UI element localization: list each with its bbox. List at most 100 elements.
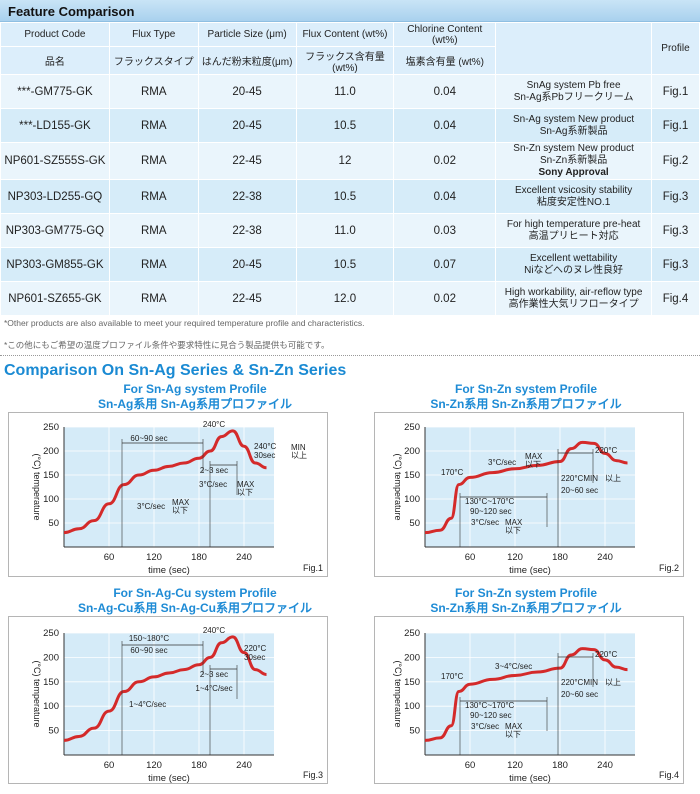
cell-profile: Fig.3 <box>650 247 700 282</box>
application-line: Excellent vsicosity stability <box>514 184 633 196</box>
cell-size: 20-45 <box>197 247 297 282</box>
x-tick-label: 180 <box>191 552 207 563</box>
x-tick-label: 180 <box>552 760 568 771</box>
x-tick-label: 240 <box>236 760 252 771</box>
application-line: Sn-Ag系Pbフリークリーム <box>513 91 634 103</box>
col-header-jp: 品名 <box>0 46 110 75</box>
chart-annotation: MAX <box>525 452 543 461</box>
cell-profile: Fig.3 <box>650 213 700 248</box>
header-title: Feature Comparison <box>8 4 135 19</box>
profile-chart-3: 50 100 150 200 250 60 120 180 240 time (sec) (°C) … <box>32 626 323 784</box>
cell-application: Excellent vsicosity stability 粘度安定性NO.1 <box>495 179 652 214</box>
chart-annotation: 1~4°C/sec <box>195 684 232 693</box>
chart-title-1: For Sn-Ag system Profile Sn-Ag系用 Sn-Ag系用… <box>98 382 292 411</box>
table-row: NP303-GM855-GK RMA 20-45 10.5 0.07 Excellent … <box>0 247 700 282</box>
col-header-jp: 塩素含有量 (wt%) <box>393 46 497 75</box>
chart-title-4: For Sn-Zn system Profile Sn-Zn系用 Sn-Zn系用… <box>430 586 622 615</box>
y-tick-label: 100 <box>404 494 420 505</box>
cell-size: 20-45 <box>197 108 297 143</box>
chart-annotation: 以上 <box>605 678 621 687</box>
cell-application: Sn-Ag system New product Sn-Ag系新製品 <box>495 108 652 143</box>
cell-code: NP303-LD255-GQ <box>0 179 110 214</box>
col-header: Flux Type <box>108 22 199 47</box>
chart-panel-4: 50 100 150 200 250 60 120 180 240 time (sec) (°C) … <box>374 616 684 784</box>
profile-curve <box>63 429 267 535</box>
chart-panel-3: 50 100 150 200 250 60 120 180 240 time (sec) (°C) … <box>8 616 328 784</box>
cell-content: 12 <box>295 142 395 180</box>
table-row: NP601-SZ655-GK RMA 22-45 12.0 0.02 High worka… <box>0 281 700 316</box>
col-header <box>495 22 652 75</box>
figure-label: Fig.4 <box>659 770 679 780</box>
chart-annotation: 150~180°C <box>129 634 170 643</box>
chart-annotation: 170°C <box>441 672 464 681</box>
cell-profile: Fig.3 <box>650 179 700 214</box>
col-header: Chlorine Content (wt%) <box>393 22 497 47</box>
application-line: SnAg system Pb free <box>526 79 621 91</box>
profile-chart-2: 50 100 150 200 250 60 120 180 240 time (sec) (°C) … <box>393 422 679 576</box>
cell-flux: RMA <box>108 74 199 109</box>
application-line: Sony Approval <box>538 167 609 178</box>
chart-annotation: 240°C <box>254 442 277 451</box>
x-tick-label: 60 <box>104 552 115 563</box>
y-tick-label: 200 <box>43 652 59 663</box>
y-tick-label: 100 <box>43 494 59 505</box>
x-tick-label: 60 <box>104 760 115 771</box>
chart-annotation: 2~3 sec <box>200 670 228 679</box>
cell-chlorine: 0.04 <box>393 74 497 109</box>
cell-profile: Fig.4 <box>650 281 700 316</box>
figure-label: Fig.1 <box>303 563 323 573</box>
cell-content: 11.0 <box>295 213 395 248</box>
chart-annotation: 3~4°C/sec <box>495 662 532 671</box>
chart-panel-1: 50 100 150 200 250 60 120 180 240 time (sec) (°C) … <box>8 412 328 577</box>
application-line: Sn-Ag system New product <box>513 113 635 125</box>
plot-area <box>64 427 274 547</box>
cell-flux: RMA <box>108 213 199 248</box>
y-axis-label: (°C) temperature <box>393 660 403 727</box>
y-axis-label: (°C) temperature <box>32 660 42 727</box>
note-jp: *この他にもご希望の温度プロファイル条件や要求特性に見合う製品提供も可能です。 <box>4 340 330 350</box>
profile-curve <box>63 635 267 742</box>
chart-annotation: 60~90 sec <box>130 646 167 655</box>
x-tick-label: 120 <box>146 760 162 771</box>
y-tick-label: 200 <box>404 652 420 663</box>
chart-annotation: 240°C <box>203 626 226 635</box>
cell-code: NP601-SZ555S-GK <box>0 142 110 180</box>
chart-annotation: 130°C~170°C <box>465 701 515 710</box>
cell-flux: RMA <box>108 108 199 143</box>
y-tick-label: 200 <box>43 446 59 457</box>
application-line: 粘度安定性NO.1 <box>536 196 611 208</box>
y-tick-label: 50 <box>48 518 59 529</box>
application-line: 高作業性大気リフロータイプ <box>508 298 639 310</box>
cell-size: 22-45 <box>197 142 297 180</box>
chart-annotation: MAX <box>172 498 190 507</box>
chart-annotation: 以下 <box>505 526 521 535</box>
chart-annotation: 240°C <box>203 420 226 429</box>
cell-application: SnAg system Pb free Sn-Ag系Pbフリークリーム <box>495 74 652 109</box>
chart-annotation: 以下 <box>237 488 253 497</box>
col-header: Profile <box>650 22 700 75</box>
x-tick-label: 120 <box>146 552 162 563</box>
cell-code: NP303-GM855-GK <box>0 247 110 282</box>
cell-size: 22-45 <box>197 281 297 316</box>
cell-size: 22-38 <box>197 179 297 214</box>
x-tick-label: 120 <box>507 760 523 771</box>
cell-content: 12.0 <box>295 281 395 316</box>
cell-code: ***-GM775-GK <box>0 74 110 109</box>
cell-content: 10.5 <box>295 108 395 143</box>
cell-application: Excellent wettability Niなどへのヌレ性良好 <box>495 247 652 282</box>
chart-annotation: MAX <box>505 722 523 731</box>
cell-chlorine: 0.07 <box>393 247 497 282</box>
chart-annotation: 130°C~170°C <box>465 497 515 506</box>
y-axis-label: (°C) temperature <box>393 453 403 520</box>
y-tick-label: 50 <box>48 726 59 737</box>
chart-annotation: 90~120 sec <box>470 711 512 720</box>
chart-annotation: 30sec <box>254 451 275 460</box>
chart-annotation: 220°CMIN <box>561 678 598 687</box>
table-row: NP303-LD255-GQ RMA 22-38 10.5 0.04 Excellent … <box>0 179 700 214</box>
cell-profile: Fig.1 <box>650 74 700 109</box>
x-axis-label: time (sec) <box>509 773 551 784</box>
x-tick-label: 120 <box>507 552 523 563</box>
application-line: 高温プリヒート対応 <box>528 230 619 242</box>
chart-annotation: 20~60 sec <box>561 690 598 699</box>
cell-code: NP303-GM775-GQ <box>0 213 110 248</box>
